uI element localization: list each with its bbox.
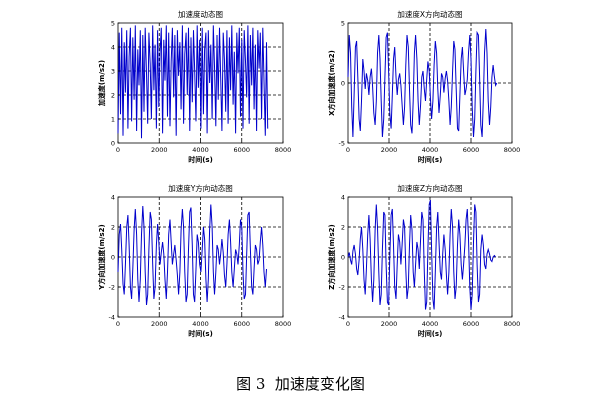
x-tick-label: 4000: [192, 320, 209, 328]
y-tick-label: -2: [339, 284, 345, 292]
y-tick-label: 0: [111, 254, 115, 262]
series-line: [347, 28, 498, 138]
x-axis-label: 时间(s): [418, 329, 443, 338]
x-tick-label: 8000: [275, 146, 292, 154]
x-tick-label: 2000: [381, 320, 398, 328]
y-tick-label: 5: [341, 20, 345, 28]
x-tick-label: 8000: [504, 146, 521, 154]
x-tick-label: 2000: [381, 146, 398, 154]
x-tick-label: 0: [116, 146, 120, 154]
x-tick-label: 4000: [422, 320, 439, 328]
series-line: [347, 199, 496, 310]
y-tick-label: 0: [341, 80, 345, 88]
series-line: [117, 25, 269, 139]
x-tick-label: 8000: [504, 320, 521, 328]
figure-caption: 图 3 加速度变化图: [0, 373, 601, 394]
y-tick-label: 0: [111, 140, 115, 148]
x-tick-label: 6000: [233, 146, 250, 154]
y-tick-label: -4: [339, 314, 345, 322]
chart-title: 加速度动态图: [178, 9, 223, 19]
x-axis-label: 时间(s): [188, 155, 213, 164]
x-tick-label: 6000: [463, 146, 480, 154]
x-tick-label: 0: [116, 320, 120, 328]
chart-title: 加速度Y方向动态图: [168, 183, 233, 193]
chart-title: 加速度Z方向动态图: [397, 183, 462, 193]
y-tick-label: 2: [341, 224, 345, 232]
y-tick-label: -2: [109, 284, 115, 292]
y-tick-label: 4: [341, 194, 345, 202]
y-tick-label: 2: [111, 92, 115, 100]
x-tick-label: 8000: [275, 320, 292, 328]
series-line: [117, 204, 267, 306]
x-tick-label: 4000: [422, 146, 439, 154]
x-axis-label: 时间(s): [418, 155, 443, 164]
x-tick-label: 2000: [151, 146, 168, 154]
x-axis-label: 时间(s): [188, 329, 213, 338]
x-tick-label: 2000: [151, 320, 168, 328]
y-tick-label: -4: [109, 314, 115, 322]
x-tick-label: 0: [346, 146, 350, 154]
x-tick-label: 6000: [233, 320, 250, 328]
y-tick-label: 2: [111, 224, 115, 232]
y-tick-label: 0: [341, 254, 345, 262]
figure-caption-text: 加速度变化图: [274, 375, 365, 393]
y-tick-label: 3: [111, 68, 115, 76]
y-axis-label: Z方向加速度(m/s2): [327, 224, 336, 289]
y-axis-label: X方向加速度(m/s2): [327, 50, 336, 116]
figure-caption-number: 图 3: [236, 375, 266, 393]
y-tick-label: 5: [111, 20, 115, 28]
x-tick-label: 6000: [463, 320, 480, 328]
chart-title: 加速度X方向动态图: [397, 9, 462, 19]
x-tick-label: 4000: [192, 146, 209, 154]
chart-2: 0 2000 4000 6000 8000-505加速度X方向动态图时间(s)X方向加速…: [327, 9, 520, 164]
y-tick-label: 4: [111, 194, 115, 202]
y-axis-label: 加速度(m/s2): [97, 60, 106, 107]
y-tick-label: 1: [111, 116, 115, 124]
y-tick-label: -5: [339, 140, 345, 148]
y-tick-label: 4: [111, 44, 115, 52]
x-tick-label: 0: [346, 320, 350, 328]
y-axis-label: Y方向加速度(m/s2): [97, 224, 106, 290]
